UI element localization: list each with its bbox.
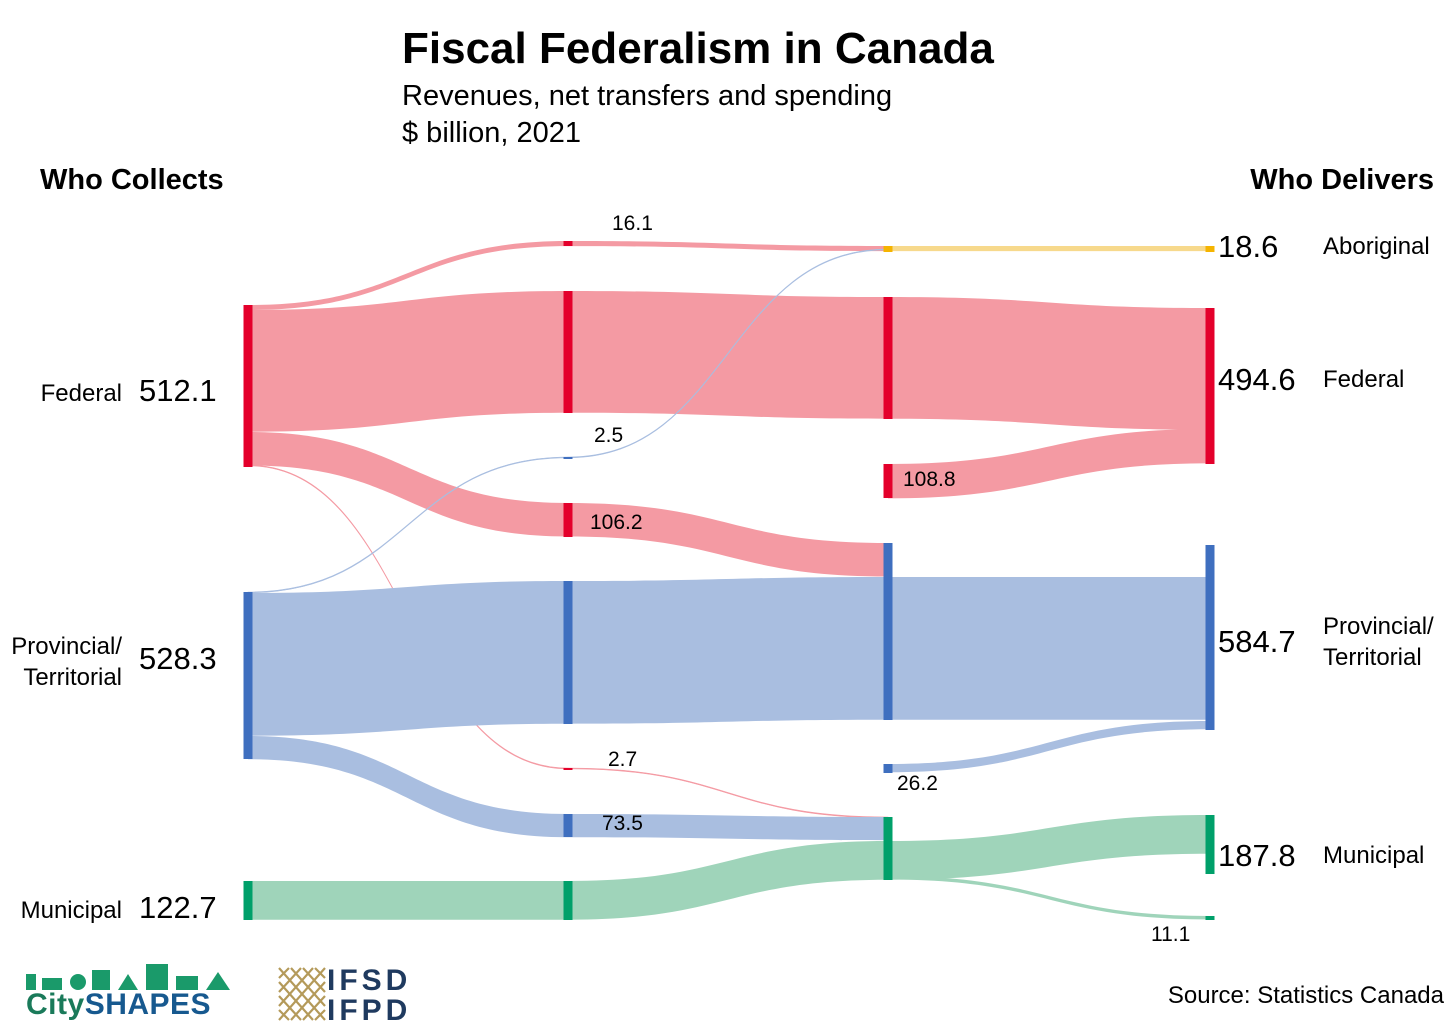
sankey-flow-band <box>888 246 1210 252</box>
sankey-node-bar <box>883 246 893 252</box>
sankey-nodes <box>243 241 1215 920</box>
deliverer-value: 187.8 <box>1218 838 1296 873</box>
sankey-node-bar <box>563 457 573 459</box>
sankey-flow-band <box>888 815 1210 880</box>
flow-value-label: 106.2 <box>590 511 643 534</box>
deliverer-name: Municipal <box>1323 842 1425 869</box>
cityshapes-logo-icon <box>26 964 230 990</box>
sankey-flow-band <box>248 736 568 838</box>
sankey-node-bar <box>883 817 893 880</box>
deliverer-name: Aboriginal <box>1323 233 1430 260</box>
units-label: $ billion, 2021 <box>402 117 581 149</box>
page-subtitle: Revenues, net transfers and spending <box>402 80 893 112</box>
cityshapes-logo-city: City <box>26 988 85 1021</box>
deliverer-name: Federal <box>1323 366 1405 393</box>
sankey-flow-band <box>568 241 888 252</box>
sankey-flow-band <box>568 814 888 841</box>
sankey-flow-band <box>888 876 1210 920</box>
flow-value-label: 2.7 <box>608 748 638 771</box>
sankey-flow-band <box>568 503 888 577</box>
sankey-node-bar <box>243 881 253 920</box>
sankey-node-bar <box>563 581 573 724</box>
sankey-node-bar <box>563 881 573 920</box>
flow-value-label: 26.2 <box>897 772 938 795</box>
sankey-node-bar <box>243 592 253 759</box>
flow-value-label: 108.8 <box>903 468 956 491</box>
sankey-flow-band <box>567 767 889 819</box>
page-title: Fiscal Federalism in Canada <box>402 24 994 73</box>
sankey-node-bar <box>883 297 893 419</box>
sankey-node-bar <box>1205 246 1215 252</box>
header-who-collects: Who Collects <box>40 164 224 196</box>
sankey-flow-band <box>888 577 1210 720</box>
sankey-flow-band <box>888 721 1210 773</box>
sankey-node-bar <box>243 305 253 467</box>
sankey-node-bar <box>563 503 573 537</box>
sankey-node-bar <box>563 768 573 770</box>
sankey-flow-band <box>568 841 888 920</box>
cityshapes-logo-shapes: SHAPES <box>84 988 212 1021</box>
sankey-flow-band <box>248 432 568 537</box>
sankey-node-bar <box>563 291 573 413</box>
sankey-flow-band <box>248 291 568 432</box>
sankey-flow-band <box>248 581 568 736</box>
sankey-flow-band <box>888 429 1210 499</box>
sankey-node-bar <box>1205 545 1215 730</box>
sankey-node-bar <box>563 241 573 246</box>
flow-value-label: 2.5 <box>594 424 624 447</box>
sankey-node-bar <box>1205 916 1215 920</box>
sankey-node-bar <box>883 764 893 773</box>
deliverer-name: Provincial/ Territorial <box>1323 612 1434 671</box>
deliverer-value: 494.6 <box>1218 362 1296 397</box>
collector-value: 528.3 <box>139 641 217 676</box>
sankey-node-bar <box>883 464 893 498</box>
sankey-node-bar <box>563 814 573 837</box>
ifsd-lattice-icon <box>278 967 326 1021</box>
cityshapes-logo: CitySHAPES <box>26 988 211 1022</box>
deliverer-value: 584.7 <box>1218 624 1296 659</box>
ifsd-logo: IFSD IFPD <box>327 964 412 1027</box>
flow-value-label: 73.5 <box>602 812 643 835</box>
source-note: Source: Statistics Canada <box>1167 982 1444 1009</box>
flow-value-label: 16.1 <box>612 212 653 235</box>
collector-value: 512.1 <box>139 373 217 408</box>
deliverer-value: 18.6 <box>1218 229 1279 264</box>
sankey-node-bar <box>1205 308 1215 464</box>
sankey-node-bar <box>883 543 893 720</box>
sankey-node-bar <box>1205 815 1215 874</box>
header-who-delivers: Who Delivers <box>1250 164 1434 196</box>
sankey-flows <box>247 241 1210 920</box>
flow-value-label: 11.1 <box>1151 923 1191 946</box>
collector-value: 122.7 <box>139 890 217 925</box>
sankey-flow-band <box>568 577 888 724</box>
sankey-flow-band <box>248 241 568 311</box>
collector-name: Federal <box>40 380 122 407</box>
sankey-flow-band <box>248 881 568 920</box>
collector-name: Municipal <box>20 897 122 924</box>
sankey-flow-band <box>568 291 888 419</box>
sankey-flow-band <box>888 297 1210 430</box>
collector-name: Provincial/ Territorial <box>11 632 122 691</box>
